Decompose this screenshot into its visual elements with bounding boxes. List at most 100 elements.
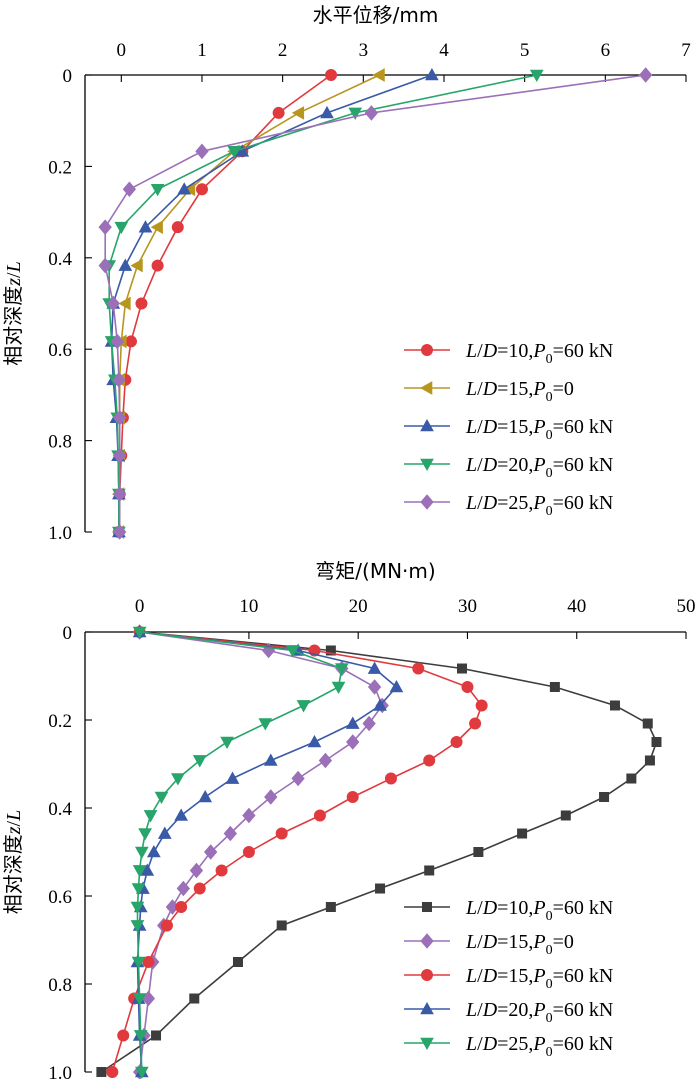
x-tick-label: 6 bbox=[601, 40, 611, 61]
data-point bbox=[475, 699, 488, 712]
data-point bbox=[367, 679, 382, 695]
x-tick-label: 4 bbox=[439, 40, 449, 61]
data-point bbox=[373, 698, 387, 711]
data-point bbox=[98, 257, 112, 274]
legend-marker bbox=[420, 933, 434, 949]
data-point bbox=[639, 67, 653, 83]
x-axis-title: 弯矩/(MN·m) bbox=[315, 559, 435, 583]
data-point bbox=[258, 718, 273, 731]
data-point bbox=[151, 1030, 162, 1041]
legend-label: L/D=20,P0=60 kN bbox=[465, 454, 613, 481]
x-tick-label: 10 bbox=[239, 596, 258, 617]
data-point bbox=[130, 258, 143, 273]
legend-marker bbox=[420, 1001, 434, 1015]
data-point bbox=[189, 862, 204, 879]
data-point bbox=[198, 789, 213, 803]
data-point bbox=[276, 920, 287, 931]
data-point bbox=[106, 295, 120, 312]
data-point bbox=[423, 754, 436, 767]
data-point bbox=[177, 182, 192, 195]
data-point bbox=[242, 846, 255, 858]
y-tick-label: 1.0 bbox=[48, 523, 72, 544]
data-point bbox=[517, 828, 528, 839]
y-tick-label: 0.8 bbox=[48, 432, 72, 453]
y-tick-label: 1.0 bbox=[48, 1063, 72, 1079]
data-point bbox=[313, 809, 326, 822]
data-point bbox=[106, 1066, 119, 1078]
legend: L/D=10,P0=60 kN L/D=15,P0=0 L/D=15,P0=60 k… bbox=[404, 897, 613, 1060]
data-point bbox=[134, 1066, 149, 1079]
legend-item: L/D=15,P0=60 kN bbox=[404, 965, 613, 992]
data-point bbox=[235, 144, 250, 157]
data-point bbox=[143, 810, 158, 823]
data-point bbox=[132, 865, 147, 878]
data-point bbox=[275, 827, 288, 840]
data-point bbox=[113, 524, 127, 540]
legend-item: L/D=10,P0=60 kN bbox=[404, 897, 613, 924]
data-point bbox=[364, 105, 379, 121]
y-axis-title: 相对深度z/L bbox=[1, 261, 25, 365]
series-5 bbox=[98, 67, 653, 540]
legend-item: L/D=25,P0=60 kN bbox=[404, 1033, 613, 1060]
data-point bbox=[325, 69, 338, 81]
data-point bbox=[150, 220, 163, 235]
legend-item: L/D=15,P0=0 bbox=[404, 378, 574, 405]
data-point bbox=[130, 901, 145, 915]
data-point bbox=[372, 68, 385, 82]
data-point bbox=[285, 645, 300, 658]
data-point bbox=[461, 681, 474, 693]
data-point bbox=[334, 663, 349, 676]
data-point bbox=[242, 807, 256, 824]
y-axis-title: 相对深度z/L bbox=[1, 810, 25, 914]
data-point bbox=[114, 221, 129, 235]
data-point bbox=[117, 1029, 130, 1042]
legend-marker bbox=[420, 458, 434, 472]
data-point bbox=[140, 863, 155, 876]
data-point bbox=[609, 700, 620, 711]
data-point bbox=[272, 106, 285, 119]
data-point bbox=[215, 864, 228, 877]
data-point bbox=[412, 662, 425, 675]
data-point bbox=[367, 661, 382, 674]
data-point bbox=[174, 808, 189, 821]
legend-item: L/D=15,P0=60 kN bbox=[404, 416, 613, 443]
data-point bbox=[146, 844, 161, 858]
data-point bbox=[389, 679, 404, 693]
data-point bbox=[118, 296, 131, 311]
data-point bbox=[131, 883, 146, 896]
y-tick-label: 0.2 bbox=[48, 711, 72, 732]
data-point bbox=[642, 718, 653, 729]
data-point bbox=[325, 645, 336, 656]
series-line bbox=[138, 631, 384, 1073]
legend-item: L/D=25,P0=60 kN bbox=[404, 492, 613, 519]
data-point bbox=[424, 865, 435, 876]
displacement-chart: 0 1 2 3 4 5 6 7 0 0.2 0.4 0.6 0.8 1.0 水平位移/mm 相对深度z/L L/… bbox=[1, 3, 691, 544]
data-point bbox=[644, 755, 655, 766]
data-point bbox=[320, 105, 334, 119]
x-tick-label: 40 bbox=[567, 596, 586, 617]
data-point bbox=[160, 919, 173, 932]
legend: L/D=10,P0=60 kN L/D=15,P0=0 L/D=15,P0=60 k… bbox=[404, 340, 613, 519]
x-tick-label: 50 bbox=[677, 596, 696, 617]
data-point bbox=[307, 734, 322, 748]
y-tick-label: 0.4 bbox=[48, 249, 72, 270]
x-tick-label: 5 bbox=[520, 40, 530, 61]
data-point bbox=[560, 810, 571, 821]
series-1 bbox=[96, 627, 662, 1077]
data-point bbox=[346, 791, 359, 803]
x-axis-title: 水平位移/mm bbox=[313, 3, 439, 27]
data-point bbox=[96, 1067, 107, 1077]
data-point bbox=[291, 770, 305, 787]
data-point bbox=[113, 447, 127, 464]
y-tick-label: 0 bbox=[63, 623, 73, 644]
legend-label: L/D=15,P0=0 bbox=[465, 931, 574, 958]
data-point bbox=[142, 956, 155, 968]
x-tick-label: 30 bbox=[458, 596, 477, 617]
data-point bbox=[132, 993, 147, 1006]
data-point bbox=[348, 107, 363, 120]
legend-marker bbox=[419, 381, 433, 395]
data-point bbox=[362, 715, 376, 732]
y-tick-label: 0 bbox=[63, 66, 73, 87]
data-point bbox=[130, 920, 145, 933]
data-point bbox=[175, 901, 188, 913]
